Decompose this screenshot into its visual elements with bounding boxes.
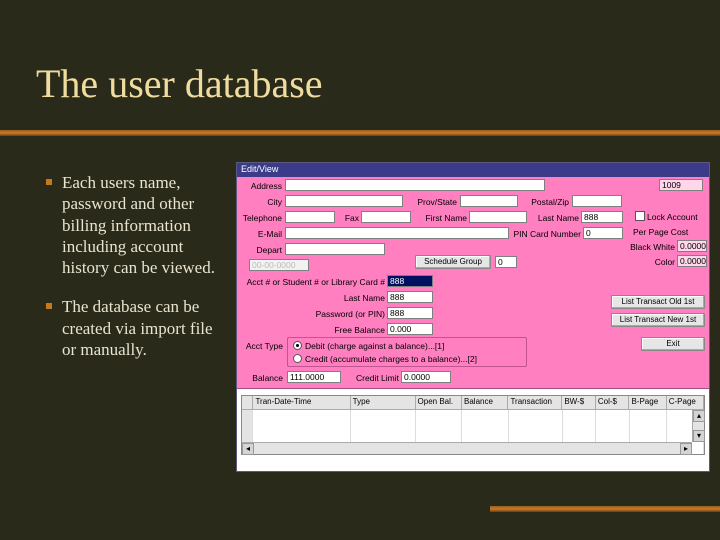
col-bw[interactable]: BW-$ <box>562 396 596 409</box>
col-cpage[interactable]: C-Page <box>667 396 704 409</box>
acctnum-label: Acct # or Student # or Library Card # <box>237 277 385 287</box>
col-balance[interactable]: Balance <box>462 396 508 409</box>
presentation-slide: The user database Each users name, passw… <box>0 0 720 540</box>
lastname-label: Last Name <box>529 213 579 223</box>
email-label: E-Mail <box>237 229 282 239</box>
city-label: City <box>237 197 282 207</box>
creditlimit-label: Credit Limit <box>345 373 399 383</box>
schedule-group-button[interactable]: Schedule Group <box>415 255 491 269</box>
fax-label: Fax <box>337 213 359 223</box>
depart-input[interactable] <box>285 243 385 255</box>
balance-input[interactable]: 111.0000 <box>287 371 341 383</box>
date-shadow: 00-00-0000 <box>249 259 309 271</box>
creditlimit-input[interactable]: 0.0000 <box>401 371 451 383</box>
exit-button[interactable]: Exit <box>641 337 705 351</box>
list-transact-old-button[interactable]: List Transact Old 1st <box>611 295 705 309</box>
lastname2-input[interactable]: 888 <box>387 291 433 303</box>
prov-input[interactable] <box>460 195 518 207</box>
bullet-1: Each users name, password and other bill… <box>46 172 216 278</box>
scroll-left-icon[interactable]: ◂ <box>242 443 254 455</box>
bullet-2: The database can be created via import f… <box>46 296 216 360</box>
title-rule <box>0 130 720 136</box>
window-titlebar[interactable]: Edit/View <box>237 163 709 177</box>
perpage-label: Per Page Cost <box>633 227 703 237</box>
col-openbal[interactable]: Open Bal. <box>416 396 462 409</box>
color-value: 0.0000 <box>677 255 707 267</box>
slide-title: The user database <box>36 60 323 107</box>
lastname2-label: Last Name <box>297 293 385 303</box>
fax-input[interactable] <box>361 211 411 223</box>
lock-account-checkbox[interactable] <box>635 211 645 221</box>
acctnum-input[interactable]: 888 <box>387 275 433 287</box>
scroll-up-icon[interactable]: ▴ <box>693 410 705 422</box>
list-transact-new-button[interactable]: List Transact New 1st <box>611 313 705 327</box>
footer-rule <box>490 506 720 512</box>
depart-label: Depart <box>237 245 282 255</box>
email-input[interactable] <box>285 227 509 239</box>
transaction-grid[interactable]: Tran-Date-Time Type Open Bal. Balance Tr… <box>241 395 705 455</box>
col-trans[interactable]: Transaction <box>508 396 562 409</box>
address-label: Address <box>237 181 282 191</box>
grid-scroll-vertical[interactable]: ▴ ▾ <box>692 410 704 442</box>
form-area: 1009 Address City Prov/State Postal/Zip … <box>237 177 709 389</box>
col-col[interactable]: Col-$ <box>596 396 630 409</box>
col-type[interactable]: Type <box>351 396 416 409</box>
credit-label: Credit (accumulate charges to a balance)… <box>305 354 525 364</box>
telephone-label: Telephone <box>237 213 282 223</box>
schedule-group-value[interactable]: 0 <box>495 256 517 268</box>
credit-radio[interactable] <box>293 354 302 363</box>
postal-label: Postal/Zip <box>521 197 569 207</box>
grid-header: Tran-Date-Time Type Open Bal. Balance Tr… <box>242 396 704 410</box>
col-trandate[interactable]: Tran-Date-Time <box>253 396 350 409</box>
screenshot-window: Edit/View 1009 Address City Prov/State P… <box>236 162 710 472</box>
password-label: Password (or PIN) <box>297 309 385 319</box>
debit-radio[interactable] <box>293 341 302 350</box>
bullet-list: Each users name, password and other bill… <box>46 172 216 378</box>
debit-label: Debit (charge against a balance)...[1] <box>305 341 515 351</box>
pincard-label: PIN Card Number <box>511 229 581 239</box>
accttype-label: Acct Type <box>237 341 283 351</box>
pincard-input[interactable]: 0 <box>583 227 623 239</box>
city-input[interactable] <box>285 195 403 207</box>
freebalance-label: Free Balance <box>297 325 385 335</box>
firstname-input[interactable] <box>469 211 527 223</box>
telephone-input[interactable] <box>285 211 335 223</box>
color-label: Color <box>635 257 675 267</box>
password-input[interactable]: 888 <box>387 307 433 319</box>
balance-label: Balance <box>237 373 283 383</box>
address-input[interactable] <box>285 179 545 191</box>
postal-input[interactable] <box>572 195 622 207</box>
lastname-input[interactable]: 888 <box>581 211 623 223</box>
col-bpage[interactable]: B-Page <box>629 396 666 409</box>
scroll-right-icon[interactable]: ▸ <box>680 443 692 455</box>
firstname-label: First Name <box>415 213 467 223</box>
prov-label: Prov/State <box>407 197 457 207</box>
lock-account-label: Lock Account <box>647 212 705 222</box>
freebalance-input[interactable]: 0.000 <box>387 323 433 335</box>
scroll-down-icon[interactable]: ▾ <box>693 430 705 442</box>
grid-scroll-horizontal[interactable]: ◂ ▸ <box>242 442 692 454</box>
record-id-field: 1009 <box>659 179 703 191</box>
bw-label: Black White <box>623 242 675 252</box>
bw-value: 0.0000 <box>677 240 707 252</box>
